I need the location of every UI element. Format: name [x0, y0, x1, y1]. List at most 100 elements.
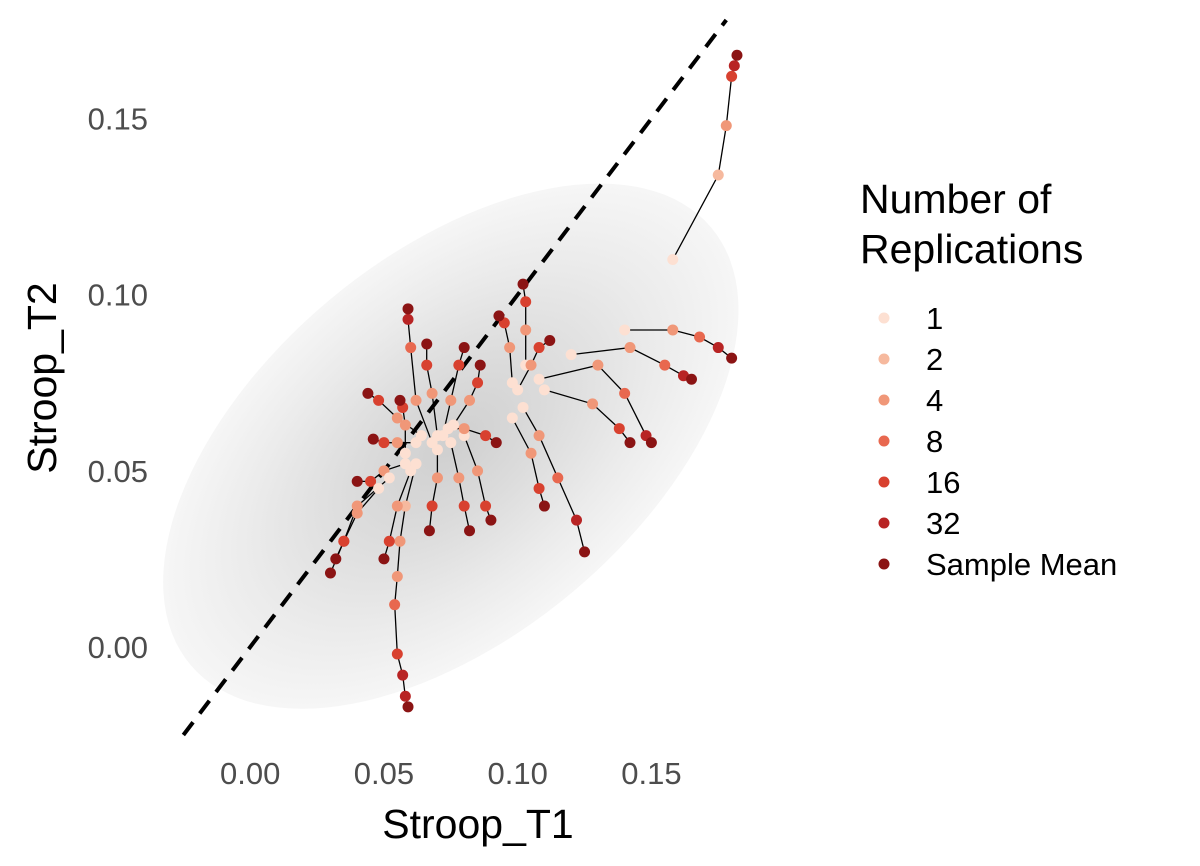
legend-swatch	[878, 517, 890, 529]
legend-title: Replications	[860, 226, 1083, 272]
data-point	[731, 49, 743, 61]
data-point	[645, 437, 657, 449]
data-point	[383, 472, 395, 484]
data-point	[399, 500, 411, 512]
legend-swatch	[878, 394, 890, 406]
trajectory-line	[522, 284, 527, 366]
x-tick-label: 0.05	[354, 756, 414, 791]
data-point	[426, 387, 438, 399]
data-point	[399, 419, 411, 431]
data-point	[423, 525, 435, 537]
legend-label: 2	[926, 342, 943, 377]
data-point	[538, 384, 550, 396]
data-point	[373, 482, 385, 494]
data-point	[399, 458, 411, 470]
data-point	[453, 472, 465, 484]
data-point	[504, 342, 516, 354]
data-point	[587, 398, 599, 410]
data-point	[391, 500, 403, 512]
data-point	[426, 500, 438, 512]
trajectory-line	[428, 449, 439, 531]
data-point	[686, 373, 698, 385]
data-point	[399, 690, 411, 702]
data-point	[324, 567, 336, 579]
data-point	[720, 120, 732, 132]
data-point	[402, 303, 414, 315]
data-point	[712, 169, 724, 181]
legend-swatch	[878, 435, 890, 447]
trajectory-line	[544, 389, 631, 444]
data-point	[453, 359, 465, 371]
data-point	[362, 387, 374, 399]
data-point	[619, 324, 631, 336]
trajectory-line	[511, 417, 546, 507]
legend-title: Number of	[860, 176, 1052, 222]
data-point	[373, 394, 385, 406]
data-point	[533, 373, 545, 385]
data-point	[391, 437, 403, 449]
trajectory-line	[452, 365, 481, 426]
data-point	[458, 500, 470, 512]
data-point	[458, 342, 470, 354]
legend-swatch	[878, 312, 890, 324]
data-point	[445, 394, 457, 406]
data-point	[493, 310, 505, 322]
data-point	[613, 423, 625, 435]
data-point	[442, 423, 454, 435]
trajectory-points	[324, 49, 743, 713]
data-point	[533, 430, 545, 442]
legend-label: 4	[926, 383, 943, 418]
legend-label: 1	[926, 301, 943, 336]
x-axis-title: Stroop_T1	[382, 801, 573, 847]
data-point	[533, 482, 545, 494]
data-point	[421, 359, 433, 371]
data-point	[389, 599, 401, 611]
identity-line-layer	[181, 18, 728, 737]
data-point	[726, 70, 738, 82]
data-point	[464, 394, 476, 406]
legend-label: 8	[926, 424, 943, 459]
data-point	[694, 331, 706, 343]
data-point	[517, 401, 529, 413]
data-point	[458, 423, 470, 435]
data-point	[445, 437, 457, 449]
data-point	[480, 500, 492, 512]
data-point	[367, 433, 379, 445]
data-point	[472, 465, 484, 477]
data-point	[383, 535, 395, 547]
trajectory-line	[357, 463, 406, 483]
x-tick-label: 0.00	[220, 756, 280, 791]
legend-swatch	[878, 353, 890, 365]
data-point	[619, 387, 631, 399]
data-point	[391, 571, 403, 583]
x-tick-label: 0.10	[488, 756, 548, 791]
data-point	[728, 60, 740, 72]
data-point	[726, 352, 738, 364]
data-point	[464, 525, 476, 537]
data-point	[667, 254, 679, 266]
data-point	[544, 335, 556, 347]
data-point	[472, 377, 484, 389]
data-point	[410, 394, 422, 406]
data-point	[378, 437, 390, 449]
data-point	[391, 648, 403, 660]
data-point	[624, 437, 636, 449]
data-point	[405, 342, 417, 354]
data-point	[421, 338, 433, 350]
y-tick-label: 0.15	[88, 102, 148, 137]
legend-label: Sample Mean	[926, 547, 1117, 582]
data-point	[485, 514, 497, 526]
data-point	[351, 475, 363, 487]
data-point	[565, 349, 577, 361]
trajectory-line	[463, 435, 492, 521]
trajectory-line	[442, 347, 465, 436]
trajectory-line	[373, 438, 416, 444]
y-tick-label: 0.10	[88, 278, 148, 313]
data-point	[394, 394, 406, 406]
data-point	[480, 430, 492, 442]
legend-swatch	[878, 476, 890, 488]
trajectory-line	[450, 442, 471, 531]
identity-line	[181, 18, 728, 737]
